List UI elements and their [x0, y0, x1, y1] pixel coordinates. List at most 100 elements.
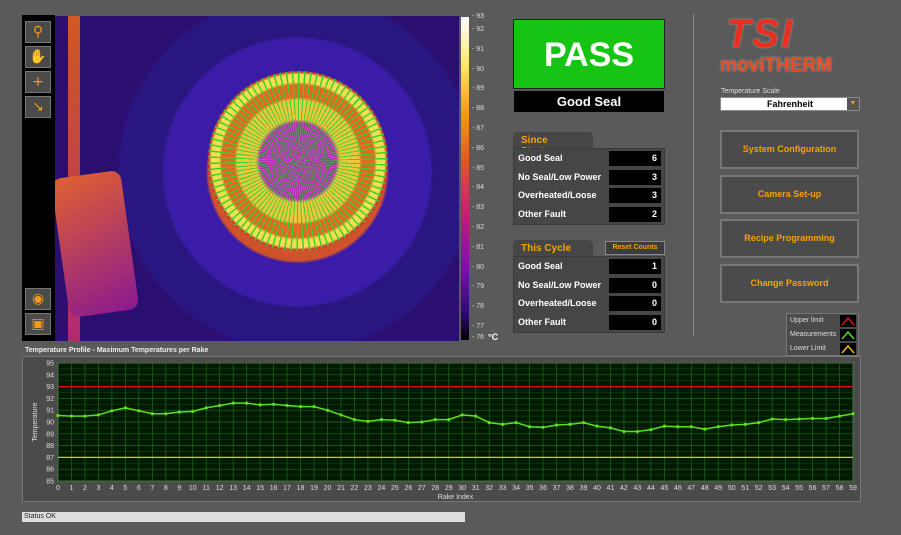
count-row: Good Seal 6: [514, 149, 664, 168]
x-tick-label: 22: [351, 485, 359, 492]
chevron-down-icon[interactable]: ▼: [847, 98, 859, 110]
snapshot-icon[interactable]: ▣: [25, 313, 51, 335]
measurement-point: [824, 416, 828, 421]
colorbar-tick: - 84: [472, 184, 485, 192]
measurement-point: [837, 414, 842, 418]
measurement-point: [433, 418, 437, 422]
tsi-movitherm-logo: TSI moviTHERM: [720, 14, 860, 84]
legend-label: Measurements: [790, 331, 837, 338]
measurement-point: [406, 420, 410, 425]
x-tick-label: 4: [110, 485, 114, 492]
recipe-programming-button[interactable]: Recipe Programming: [720, 219, 859, 258]
measurement-point: [474, 414, 478, 418]
colorbar-tick: - 93: [472, 13, 485, 20]
x-tick-label: 43: [634, 485, 642, 492]
count-value: 3: [609, 169, 661, 185]
colorbar-unit: °C: [488, 332, 499, 342]
measurements-line-icon: [840, 329, 856, 341]
x-tick-label: 50: [728, 485, 736, 492]
count-row: No Seal/Low Power 0: [514, 276, 664, 295]
change-password-button[interactable]: Change Password: [720, 264, 859, 303]
zoom-fit-icon[interactable]: ↘: [25, 96, 51, 118]
this-cycle-counts: Good Seal 1 No Seal/Low Power 0 Overheated…: [513, 256, 665, 333]
measurement-point: [123, 406, 127, 410]
pan-hand-icon[interactable]: ✋: [25, 46, 51, 68]
x-tick-label: 15: [256, 485, 264, 492]
y-tick-label: 89: [46, 431, 54, 438]
x-tick-label: 52: [755, 485, 763, 492]
x-tick-label: 8: [164, 485, 168, 492]
y-tick-label: 87: [46, 455, 54, 462]
seal-ring-rakes: [208, 71, 388, 251]
count-value: 0: [609, 277, 661, 293]
measurement-point: [635, 429, 640, 434]
legend-lower-limit: Lower Limit: [787, 342, 858, 356]
count-row: Good Seal 1: [514, 257, 664, 276]
count-label: No Seal/Low Power: [518, 279, 602, 290]
count-label: Other Fault: [518, 209, 567, 220]
measurement-point: [851, 412, 855, 416]
measurement-point: [541, 425, 545, 429]
colorbar-tick: - 89: [472, 85, 485, 93]
x-tick-label: 27: [418, 485, 426, 492]
x-tick-label: 16: [270, 485, 278, 492]
x-tick-label: 26: [404, 485, 412, 492]
thermal-image[interactable]: [55, 16, 459, 341]
x-tick-label: 30: [458, 485, 466, 492]
count-row: Other Fault 0: [514, 313, 664, 332]
x-tick-label: 33: [499, 485, 507, 492]
measurement-point: [649, 428, 653, 432]
measurement-point: [528, 425, 532, 429]
measurement-point: [271, 402, 276, 406]
count-value: 2: [609, 207, 661, 223]
x-tick-label: 1: [70, 485, 74, 492]
crosshair-icon[interactable]: +: [25, 71, 51, 93]
x-tick-label: 18: [297, 485, 305, 492]
palette-icon[interactable]: ◉: [25, 288, 51, 310]
x-tick-label: 31: [472, 485, 480, 492]
measurement-point: [177, 410, 181, 414]
measurement-point: [568, 422, 572, 426]
logo-movitherm: moviTHERM: [720, 55, 832, 76]
camera-setup-button[interactable]: Camera Set-up: [720, 175, 859, 214]
system-configuration-button[interactable]: System Configuration: [720, 130, 859, 169]
colorbar-tick: - 76: [472, 334, 485, 341]
x-tick-label: 44: [647, 485, 655, 492]
measurement-point: [245, 401, 249, 405]
measurement-point: [514, 420, 518, 425]
x-tick-label: 19: [310, 485, 318, 492]
x-tick-label: 7: [150, 485, 154, 492]
colorbar-tick: - 85: [472, 164, 485, 172]
measurement-point: [137, 409, 141, 413]
x-tick-label: 9: [177, 485, 181, 492]
colorbar-tick: - 77: [472, 323, 485, 330]
colorbar-tick: - 81: [472, 243, 485, 251]
measurement-point: [285, 403, 289, 408]
colorbar-tick: - 82: [472, 224, 485, 231]
x-tick-label: 5: [123, 485, 127, 492]
count-row: Overheated/Loose 0: [514, 294, 664, 313]
measurement-point: [447, 418, 451, 422]
measurements-line: [57, 402, 854, 433]
measurement-point: [56, 413, 60, 418]
count-row: Overheated/Loose 3: [514, 186, 664, 205]
x-tick-label: 37: [553, 485, 561, 492]
x-tick-label: 40: [593, 485, 601, 492]
x-tick-label: 13: [229, 485, 237, 492]
reset-counts-button[interactable]: Reset Counts: [605, 241, 665, 255]
zoom-icon[interactable]: ⚲: [25, 21, 51, 43]
measurement-point: [554, 423, 559, 427]
colorbar-tick: - 90: [472, 65, 485, 73]
measurement-point: [797, 417, 801, 421]
x-tick-label: 55: [795, 485, 803, 492]
x-tick-label: 17: [283, 485, 291, 492]
x-tick-label: 28: [431, 485, 439, 492]
temperature-scale-select[interactable]: Fahrenheit ▼: [720, 97, 860, 111]
measurement-point: [204, 406, 208, 410]
x-tick-label: 35: [526, 485, 534, 492]
measurement-point: [312, 405, 316, 409]
x-tick-label: 20: [324, 485, 332, 492]
count-row: No Seal/Low Power 3: [514, 168, 664, 187]
measurement-point: [231, 401, 235, 405]
x-tick-label: 23: [364, 485, 372, 492]
